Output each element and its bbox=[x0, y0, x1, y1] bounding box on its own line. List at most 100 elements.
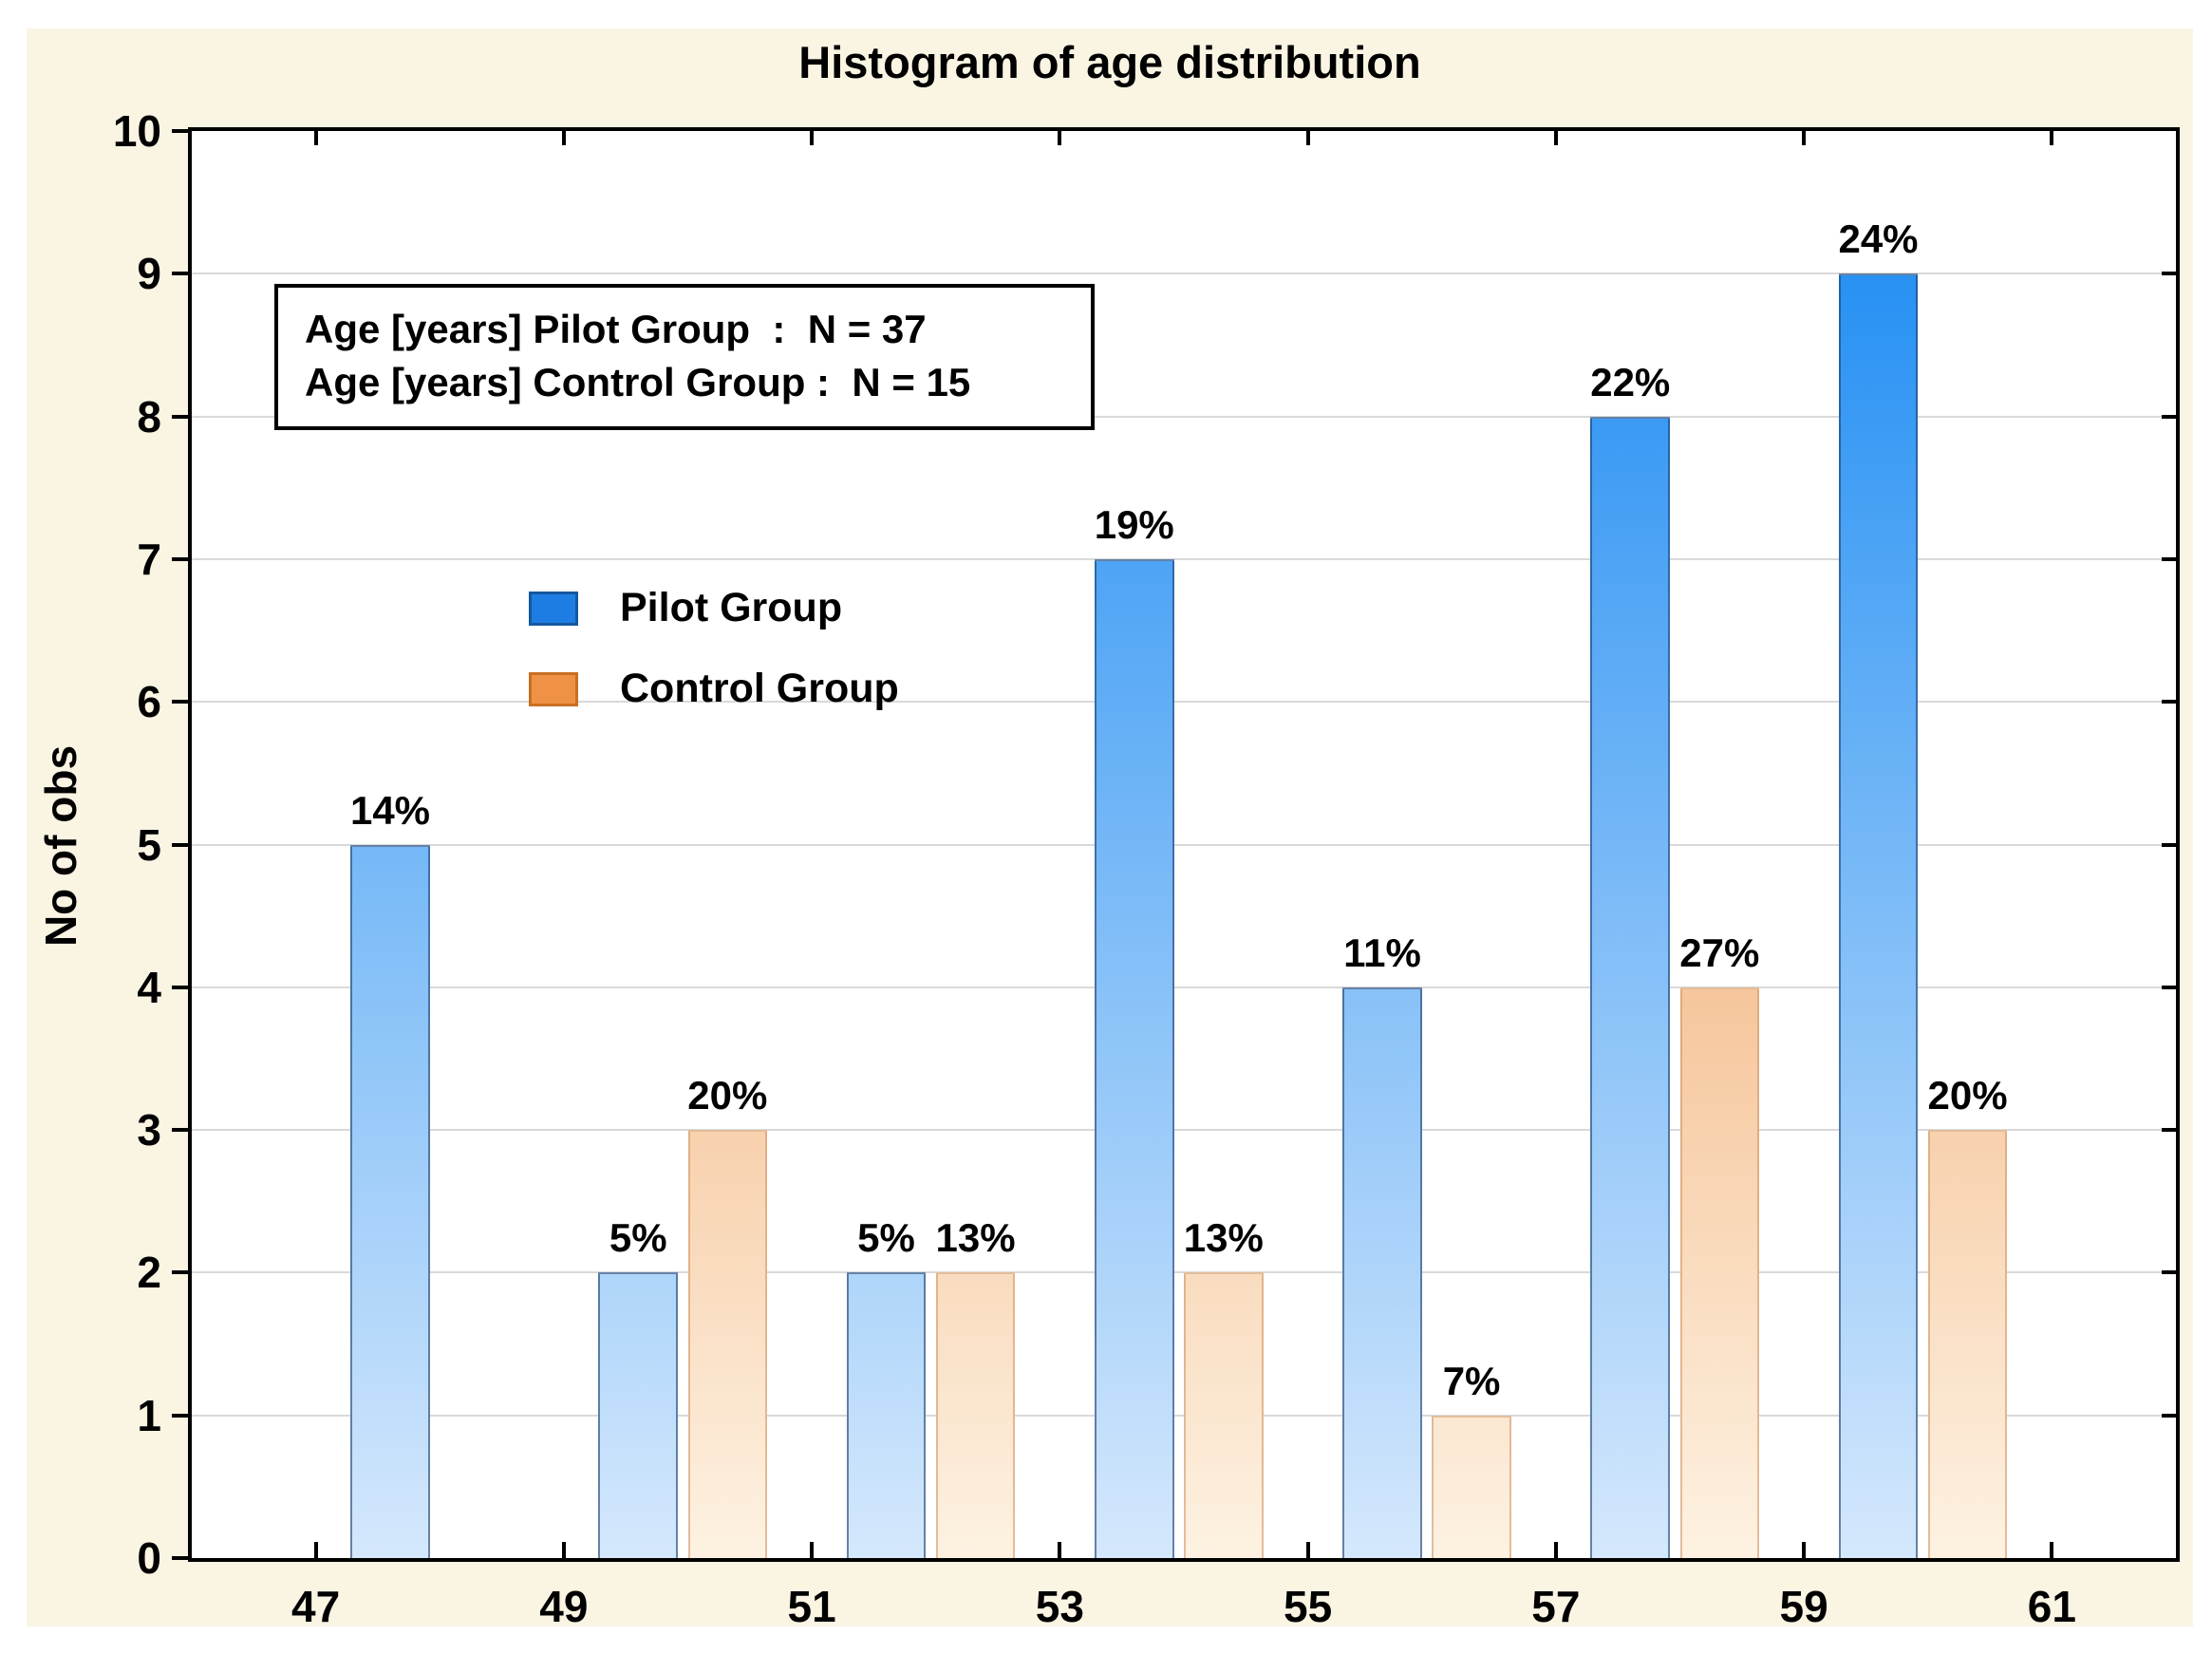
control-bar-percentage-label: 13% bbox=[1183, 1215, 1264, 1261]
y-axis-tick-4 bbox=[172, 985, 188, 989]
pilot-group-bar bbox=[598, 1272, 679, 1558]
x-axis-tick-61 bbox=[2050, 1542, 2054, 1558]
y-axis-tick-label-2: 2 bbox=[137, 1248, 161, 1298]
pilot-bar-percentage-label: 14% bbox=[349, 787, 431, 833]
y-axis-tick-label-8: 8 bbox=[137, 391, 161, 441]
stats-line-pilot: Age [years] Pilot Group : N = 37 bbox=[305, 307, 927, 351]
gridline-y5 bbox=[192, 843, 2176, 846]
legend-item-control: Control Group bbox=[529, 666, 899, 712]
gridline-y2 bbox=[192, 1271, 2176, 1274]
gridline-y9 bbox=[192, 272, 2176, 275]
pilot-group-bar bbox=[1838, 273, 1919, 1558]
top-border-tick-57 bbox=[1553, 131, 1558, 145]
y-axis-tick-1 bbox=[172, 1413, 188, 1418]
top-border-tick-55 bbox=[1305, 131, 1310, 145]
y-axis-tick-7 bbox=[172, 556, 188, 561]
y-axis-tick-label-4: 4 bbox=[137, 962, 161, 1012]
right-border-tick-7 bbox=[2162, 556, 2176, 561]
right-border-tick-1 bbox=[2162, 1413, 2176, 1418]
gridline-y3 bbox=[192, 1129, 2176, 1132]
legend-item-pilot: Pilot Group bbox=[529, 585, 899, 631]
y-axis-tick-label-1: 1 bbox=[137, 1390, 161, 1440]
x-axis-tick-53 bbox=[1058, 1542, 1062, 1558]
y-axis-tick-label-7: 7 bbox=[137, 534, 161, 584]
control-group-bar bbox=[1432, 1415, 1511, 1558]
plot-area: Age [years] Pilot Group : N = 37 Age [ye… bbox=[113, 109, 2180, 1631]
top-border-tick-49 bbox=[561, 131, 566, 145]
top-border-tick-47 bbox=[313, 131, 318, 145]
top-border-tick-59 bbox=[1802, 131, 1807, 145]
right-border-tick-9 bbox=[2162, 272, 2176, 276]
pilot-group-bar bbox=[350, 844, 430, 1558]
pilot-bar-percentage-label: 11% bbox=[1343, 930, 1421, 975]
y-axis-tick-3 bbox=[172, 1128, 188, 1133]
y-axis-tick-label-0: 0 bbox=[137, 1533, 161, 1583]
y-axis-tick-0 bbox=[172, 1556, 188, 1560]
pilot-bar-percentage-label: 5% bbox=[609, 1215, 667, 1261]
x-axis-tick-label-47: 47 bbox=[291, 1582, 341, 1631]
right-border-tick-5 bbox=[2162, 842, 2176, 847]
y-axis-tick-5 bbox=[172, 842, 188, 847]
x-axis-tick-57 bbox=[1553, 1542, 1558, 1558]
pilot-group-bar bbox=[846, 1272, 927, 1558]
right-border-tick-6 bbox=[2162, 700, 2176, 704]
chart-title: Histogram of age distribution bbox=[798, 37, 1421, 87]
y-axis-tick-label-5: 5 bbox=[137, 819, 161, 870]
control-group-bar bbox=[1679, 986, 1760, 1558]
stats-line-control: Age [years] Control Group : N = 15 bbox=[305, 360, 971, 404]
legend-label-control: Control Group bbox=[620, 666, 899, 711]
control-bar-percentage-label: 27% bbox=[1679, 930, 1760, 975]
pilot-bar-percentage-label: 22% bbox=[1590, 359, 1671, 404]
y-axis-tick-10 bbox=[172, 129, 188, 133]
pilot-group-bar bbox=[1342, 986, 1422, 1558]
x-axis-tick-label-57: 57 bbox=[1531, 1582, 1581, 1631]
gridline-y6 bbox=[192, 701, 2176, 704]
pilot-bar-percentage-label: 24% bbox=[1838, 216, 1919, 262]
x-axis-tick-51 bbox=[810, 1542, 815, 1558]
right-border-tick-8 bbox=[2162, 414, 2176, 419]
y-axis-tick-8 bbox=[172, 414, 188, 419]
pilot-group-swatch-icon bbox=[529, 591, 578, 626]
pilot-group-bar bbox=[1094, 558, 1174, 1558]
x-axis-tick-47 bbox=[313, 1542, 318, 1558]
right-border-tick-2 bbox=[2162, 1270, 2176, 1275]
control-bar-percentage-label: 20% bbox=[1927, 1073, 2008, 1118]
right-border-tick-4 bbox=[2162, 985, 2176, 989]
legend-label-pilot: Pilot Group bbox=[620, 585, 843, 630]
top-border-tick-61 bbox=[2050, 131, 2054, 145]
x-axis-tick-label-53: 53 bbox=[1035, 1582, 1084, 1631]
gridline-y8 bbox=[192, 415, 2176, 418]
x-axis-tick-label-55: 55 bbox=[1284, 1582, 1333, 1631]
control-group-bar bbox=[1184, 1272, 1264, 1558]
y-axis-tick-label-9: 9 bbox=[137, 249, 161, 299]
control-bar-percentage-label: 13% bbox=[935, 1215, 1016, 1261]
y-axis-tick-label-3: 3 bbox=[137, 1105, 161, 1155]
x-axis-tick-55 bbox=[1305, 1542, 1310, 1558]
pilot-bar-percentage-label: 5% bbox=[857, 1215, 915, 1261]
stats-box: Age [years] Pilot Group : N = 37 Age [ye… bbox=[274, 284, 1095, 430]
control-bar-percentage-label: 7% bbox=[1442, 1358, 1501, 1403]
top-border-tick-53 bbox=[1058, 131, 1062, 145]
y-axis-tick-label-10: 10 bbox=[112, 106, 161, 156]
legend: Pilot Group Control Group bbox=[529, 585, 899, 746]
figure-background: Histogram of age distribution No of obs … bbox=[27, 28, 2193, 1631]
control-group-bar bbox=[687, 1130, 768, 1558]
control-group-bar bbox=[935, 1272, 1016, 1558]
y-axis-tick-label-6: 6 bbox=[137, 677, 161, 727]
y-axis-tick-6 bbox=[172, 700, 188, 704]
y-axis-tick-2 bbox=[172, 1270, 188, 1275]
x-axis-tick-59 bbox=[1802, 1542, 1807, 1558]
control-bar-percentage-label: 20% bbox=[687, 1073, 768, 1118]
x-axis-tick-label-51: 51 bbox=[787, 1582, 836, 1631]
y-axis-tick-9 bbox=[172, 272, 188, 276]
top-border-tick-51 bbox=[810, 131, 815, 145]
gridline-y7 bbox=[192, 557, 2176, 560]
control-group-swatch-icon bbox=[529, 671, 578, 706]
right-border-tick-3 bbox=[2162, 1128, 2176, 1133]
gridline-y4 bbox=[192, 986, 2176, 988]
x-axis-tick-label-49: 49 bbox=[539, 1582, 589, 1631]
pilot-group-bar bbox=[1590, 416, 1671, 1558]
x-axis-tick-49 bbox=[561, 1542, 566, 1558]
control-group-bar bbox=[1927, 1130, 2008, 1558]
